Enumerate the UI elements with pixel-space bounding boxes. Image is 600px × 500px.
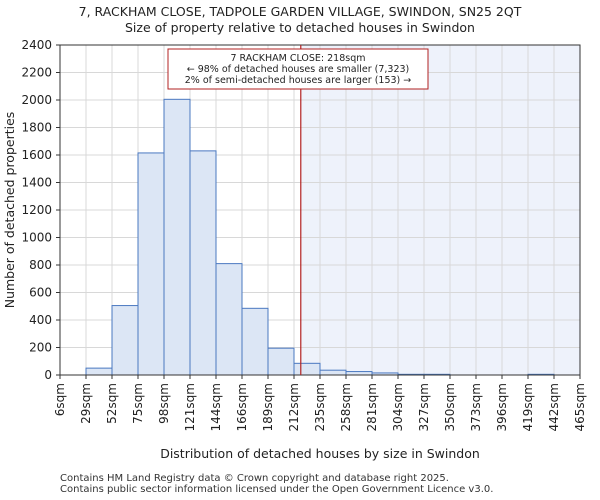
y-tick-label: 0 bbox=[44, 368, 52, 382]
x-tick-label: 235sqm bbox=[313, 383, 327, 431]
y-tick-label: 2400 bbox=[21, 38, 52, 52]
y-tick-label: 400 bbox=[29, 313, 52, 327]
histogram-chart: 0 200 400 600 800 1000 1200 1400 1600 1800 2000 220… bbox=[2, 38, 587, 461]
x-tick-label: 121sqm bbox=[183, 383, 197, 431]
histogram-bar bbox=[215, 263, 243, 376]
y-tick-label: 1800 bbox=[21, 121, 52, 135]
x-tick-label: 166sqm bbox=[235, 383, 249, 431]
y-tick-label: 600 bbox=[29, 286, 52, 300]
footer-line-1: Contains HM Land Registry data © Crown c… bbox=[60, 473, 449, 484]
y-tick-label: 200 bbox=[29, 341, 52, 355]
x-tick-label: 419sqm bbox=[521, 383, 535, 431]
x-tick-label: 396sqm bbox=[495, 383, 509, 431]
x-axis-label: Distribution of detached houses by size … bbox=[160, 446, 480, 461]
annotation-box bbox=[167, 48, 429, 90]
y-tick-label: 1400 bbox=[21, 176, 52, 190]
y-tick-label: 1200 bbox=[21, 203, 52, 217]
histogram-bar bbox=[267, 347, 295, 376]
x-tick-label: 327sqm bbox=[417, 383, 431, 431]
annotation-line: ← 98% of detached houses are smaller (7,… bbox=[187, 64, 410, 75]
histogram-bar bbox=[85, 367, 113, 376]
y-tick-label: 2000 bbox=[21, 93, 52, 107]
y-tick-label: 2200 bbox=[21, 66, 52, 80]
x-tick-label: 281sqm bbox=[365, 383, 379, 431]
chart-title: 7, RACKHAM CLOSE, TADPOLE GARDEN VILLAGE… bbox=[78, 4, 522, 19]
histogram-bar bbox=[241, 307, 269, 376]
x-tick-label: 373sqm bbox=[469, 383, 483, 431]
x-tick-label: 52sqm bbox=[105, 383, 119, 424]
x-tick-label: 98sqm bbox=[157, 383, 171, 424]
y-tick-label: 1000 bbox=[21, 231, 52, 245]
footer-line-2: Contains public sector information licen… bbox=[60, 484, 494, 495]
x-tick-label: 465sqm bbox=[573, 383, 587, 431]
y-axis-label: Number of detached properties bbox=[2, 112, 17, 309]
chart-subtitle: Size of property relative to detached ho… bbox=[125, 20, 475, 35]
histogram-bar bbox=[163, 98, 191, 376]
histogram-bar bbox=[293, 362, 321, 376]
annotation-line: 2% of semi-detached houses are larger (1… bbox=[185, 75, 412, 86]
x-tick-label: 442sqm bbox=[547, 383, 561, 431]
x-tick-label: 258sqm bbox=[339, 383, 353, 431]
y-tick-label: 800 bbox=[29, 258, 52, 272]
x-tick-label: 189sqm bbox=[261, 383, 275, 431]
histogram-bar bbox=[111, 305, 139, 376]
y-tick-label: 1600 bbox=[21, 148, 52, 162]
annotation-line: 7 RACKHAM CLOSE: 218sqm bbox=[230, 53, 365, 64]
x-tick-label: 75sqm bbox=[131, 383, 145, 424]
histogram-bar bbox=[319, 369, 347, 376]
histogram-bar bbox=[345, 371, 373, 376]
histogram-bar bbox=[137, 152, 165, 376]
x-tick-label: 350sqm bbox=[443, 383, 457, 431]
histogram-bar bbox=[189, 150, 217, 376]
x-tick-label: 29sqm bbox=[79, 383, 93, 424]
x-tick-label: 304sqm bbox=[391, 383, 405, 431]
x-tick-label: 144sqm bbox=[209, 383, 223, 431]
x-tick-label: 212sqm bbox=[287, 383, 301, 431]
x-tick-label: 6sqm bbox=[53, 383, 67, 416]
